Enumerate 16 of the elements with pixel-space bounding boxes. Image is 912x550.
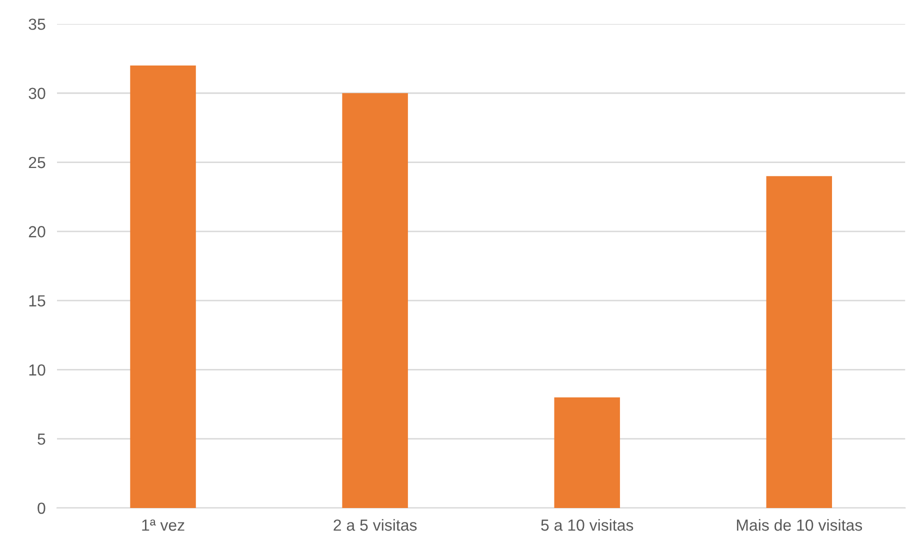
y-tick-label: 35: [28, 18, 46, 30]
x-tick-label: 5 a 10 visitas: [541, 519, 634, 531]
x-tick-label: Mais de 10 visitas: [736, 519, 862, 531]
y-tick-label: 10: [29, 364, 46, 376]
bar: [554, 397, 620, 508]
y-tick-label: 30: [28, 88, 46, 100]
bar: [766, 176, 832, 508]
y-tick-label: 0: [38, 502, 46, 514]
bar: [130, 65, 196, 508]
x-tick-label: 2 a 5 visitas: [334, 519, 417, 531]
y-tick-label: 20: [28, 226, 46, 238]
y-tick-label: 15: [29, 295, 46, 306]
y-tick-label: 25: [28, 156, 46, 168]
y-tick-label: 5: [38, 434, 46, 445]
bar: [342, 93, 408, 508]
x-tick-label: 1ª vez: [142, 520, 184, 531]
